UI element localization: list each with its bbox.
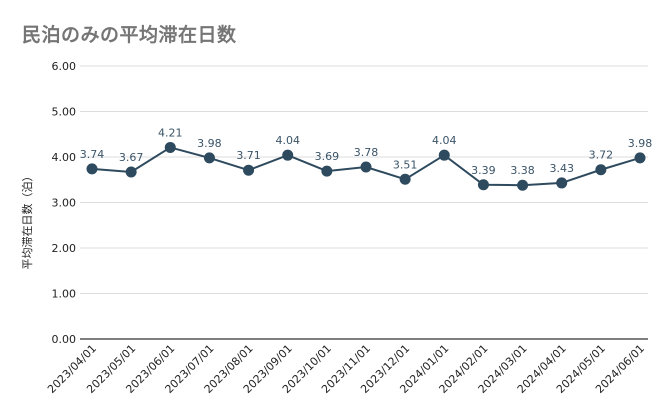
data-label: 3.74 — [80, 148, 105, 161]
data-label: 3.69 — [315, 150, 340, 163]
data-point — [321, 165, 333, 177]
data-point — [477, 179, 489, 191]
data-label: 3.98 — [628, 137, 653, 150]
data-point — [360, 161, 372, 173]
data-point — [125, 166, 137, 178]
x-tick-labels: 2023/04/012023/05/012023/06/012023/07/01… — [45, 342, 647, 396]
data-label: 3.38 — [510, 164, 535, 177]
data-point — [243, 164, 255, 176]
y-tick-label: 3.00 — [52, 197, 77, 210]
data-point — [634, 152, 646, 164]
grid-lines — [80, 65, 648, 340]
y-tick-label: 0.00 — [52, 333, 77, 346]
data-label: 3.67 — [119, 151, 144, 164]
data-point — [399, 173, 411, 185]
y-axis-label: 平均滞在日数（泊） — [21, 171, 34, 270]
data-label: 3.51 — [393, 158, 418, 171]
data-label: 3.43 — [549, 162, 574, 175]
data-label: 3.71 — [236, 149, 261, 162]
data-point — [517, 179, 529, 191]
data-point — [556, 177, 568, 189]
data-labels: 3.74 3.67 4.21 3.98 3.71 4.04 3.69 3.78 3.51 4.04… — [80, 126, 653, 177]
data-point — [203, 152, 215, 164]
data-label: 3.39 — [471, 164, 496, 177]
data-label: 3.78 — [354, 146, 379, 159]
y-tick-label: 1.00 — [52, 288, 77, 301]
data-point — [595, 164, 607, 176]
y-tick-label: 2.00 — [52, 242, 77, 255]
data-point — [438, 149, 450, 161]
data-label: 3.98 — [197, 137, 222, 150]
y-tick-label: 4.00 — [52, 151, 77, 164]
data-point — [164, 141, 176, 153]
data-label: 4.21 — [158, 126, 183, 139]
y-tick-label: 6.00 — [52, 60, 77, 73]
chart-title: 民泊のみの平均滞在日数 — [22, 24, 237, 46]
y-tick-label: 5.00 — [52, 106, 77, 119]
y-tick-labels: 0.00 1.00 2.00 3.00 4.00 5.00 6.00 — [52, 60, 77, 346]
data-point — [86, 163, 98, 175]
series-line — [86, 141, 646, 191]
data-label: 4.04 — [432, 134, 457, 147]
data-label: 3.72 — [589, 149, 614, 162]
data-label: 4.04 — [275, 134, 300, 147]
data-point — [282, 149, 294, 161]
